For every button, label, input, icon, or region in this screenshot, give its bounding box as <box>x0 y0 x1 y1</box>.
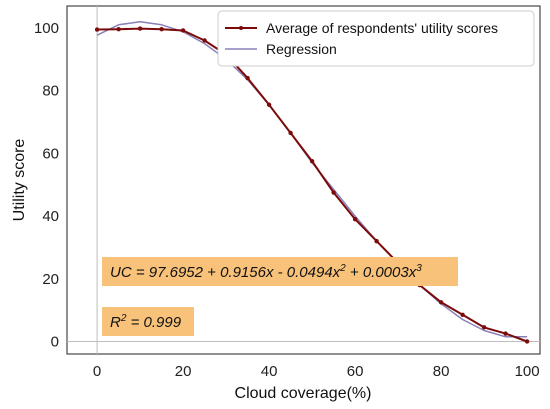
equation-mid: + 0.0003x <box>346 264 417 281</box>
r-squared-annotation: R2 = 0.999 <box>102 307 194 336</box>
x-tick-label-20: 20 <box>175 363 192 380</box>
series-layer <box>94 20 530 344</box>
y-tick-label-0: 0 <box>51 333 59 350</box>
y-tick-label-20: 20 <box>42 271 59 288</box>
legend-label-average: Average of respondents' utility scores <box>266 20 498 36</box>
y-axis-title: Utility score <box>11 139 28 222</box>
average-utility-point <box>116 27 121 32</box>
r-squared-suffix: = 0.999 <box>126 314 181 331</box>
average-utility-point <box>202 38 207 43</box>
x-axis-ticks: 0 20 40 60 80 100 <box>93 363 540 380</box>
reference-lines <box>67 6 540 354</box>
x-tick-label-100: 100 <box>515 363 540 380</box>
average-utility-point <box>245 75 250 81</box>
average-utility-point <box>94 27 100 32</box>
equation-annotation: UC = 97.6952 + 0.9156x - 0.0494x2 + 0.00… <box>102 257 458 286</box>
x-tick-label-80: 80 <box>433 363 450 380</box>
equation-prefix: UC = 97.6952 + 0.9156x - 0.0494x <box>110 264 341 281</box>
r-squared-box <box>102 307 194 336</box>
x-tick-label-40: 40 <box>261 363 278 380</box>
average-utility-point <box>374 238 379 244</box>
average-utility-point <box>460 312 465 318</box>
average-utility-point <box>288 130 293 136</box>
y-tick-label-80: 80 <box>42 83 59 100</box>
y-tick-label-100: 100 <box>34 20 59 37</box>
average-utility-point <box>503 331 508 336</box>
average-utility-point <box>524 339 530 344</box>
average-utility-point <box>137 26 143 31</box>
average-utility-point <box>309 158 315 164</box>
average-utility-point <box>331 190 336 195</box>
x-tick-label-0: 0 <box>93 363 101 380</box>
legend: Average of respondents' utility scores R… <box>217 10 535 67</box>
y-axis-ticks: 0 20 40 60 80 100 <box>34 20 59 351</box>
equation-text: UC = 97.6952 + 0.9156x - 0.0494x2 + 0.00… <box>110 263 422 281</box>
equation-box <box>102 257 458 286</box>
x-axis-title: Cloud coverage(%) <box>235 385 372 402</box>
legend-marker-average <box>239 26 243 30</box>
legend-label-regression: Regression <box>266 41 337 57</box>
r-squared-text: R2 = 0.999 <box>110 313 182 331</box>
average-utility-point <box>438 300 444 305</box>
average-utility-point <box>180 28 186 33</box>
y-tick-label-40: 40 <box>42 208 59 225</box>
average-utility-point <box>266 102 272 107</box>
r-squared-sup: 2 <box>120 313 127 324</box>
equation-sup-2: 2 <box>339 263 346 274</box>
average-utility-point <box>352 216 358 222</box>
legend-box <box>217 10 535 67</box>
average-utility-point <box>481 325 487 330</box>
r-squared-prefix: R <box>110 314 121 331</box>
average-utility-point <box>159 27 164 32</box>
y-tick-label-60: 60 <box>42 145 59 162</box>
equation-sup-3: 3 <box>416 263 422 274</box>
x-tick-label-60: 60 <box>347 363 364 380</box>
